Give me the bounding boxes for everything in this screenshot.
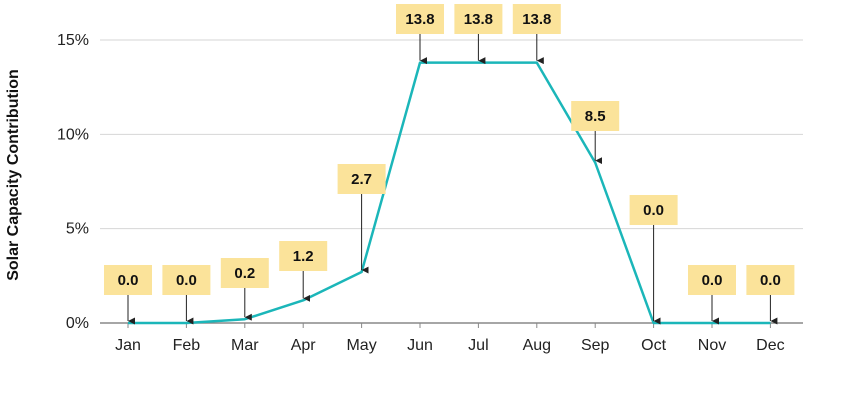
data-label-box (571, 101, 620, 131)
data-label: 0.0 (629, 195, 678, 325)
x-tick-label: May (346, 337, 376, 354)
data-label-box (629, 195, 678, 225)
y-tick-label: 15% (57, 32, 89, 49)
data-label-box (104, 265, 152, 295)
data-label-text: 1.2 (293, 248, 314, 265)
data-label-text: 0.0 (760, 272, 781, 289)
x-tick-label: Oct (641, 337, 666, 354)
data-label-box (162, 265, 211, 295)
y-tick-label: 5% (66, 221, 89, 238)
y-tick-label: 10% (57, 126, 89, 143)
x-tick-label: Jul (468, 337, 488, 354)
grid-lines (100, 39, 803, 230)
y-tick-label: 0% (66, 315, 89, 332)
x-tick-label: Mar (231, 337, 259, 354)
series-line (128, 61, 771, 325)
data-label-text: 0.2 (234, 265, 255, 282)
data-label: 13.8 (512, 4, 561, 65)
data-label: 0.2 (220, 258, 269, 321)
data-label-text: 0.0 (643, 202, 664, 219)
data-label-box (512, 4, 561, 34)
x-tick-labels: Jan Feb Mar Apr May Jun Jul Aug Sep Oct Nov Dec (115, 337, 785, 354)
data-label: 1.2 (279, 241, 328, 302)
data-label-text: 0.0 (176, 272, 197, 289)
data-label-text: 13.8 (464, 11, 493, 28)
x-tick-label: Jun (407, 337, 433, 354)
data-label: 0.0 (688, 265, 736, 325)
data-label-text: 0.0 (118, 272, 139, 289)
data-label-box (746, 265, 795, 295)
data-label: 0.0 (162, 265, 211, 325)
x-tick-label: Dec (756, 337, 784, 354)
data-label-box (279, 241, 328, 271)
data-labels: 0.0 0.0 0.2 1.2 2.7 13.8 13.8 13.8 8.5 0.0 0.0 0.0 (104, 4, 795, 325)
x-tick-label: Sep (581, 337, 610, 354)
x-tick-label: Aug (523, 337, 551, 354)
data-label: 2.7 (337, 164, 386, 274)
data-label-box (688, 265, 736, 295)
data-label-text: 0.0 (702, 272, 723, 289)
data-label-box (454, 4, 503, 34)
data-label: 8.5 (571, 101, 620, 165)
data-label-text: 2.7 (351, 171, 372, 188)
x-tick-label: Nov (698, 337, 726, 354)
data-label-text: 8.5 (585, 108, 606, 125)
data-label-text: 13.8 (405, 11, 434, 28)
data-label: 13.8 (396, 4, 444, 65)
data-label-box (396, 4, 444, 34)
y-tick-labels: 0% 5% 10% 15% (57, 32, 89, 332)
data-label-text: 13.8 (522, 11, 551, 28)
data-label: 13.8 (454, 4, 503, 65)
x-tick-label: Feb (173, 337, 201, 354)
series-line-layer (128, 61, 771, 325)
data-label: 0.0 (104, 265, 152, 325)
data-label-box (220, 258, 269, 288)
x-tick-label: Apr (291, 337, 317, 354)
data-label-box (337, 164, 386, 194)
x-tick-label: Jan (115, 337, 141, 354)
y-axis-label: Solar Capacity Contribution (5, 69, 22, 281)
data-label: 0.0 (746, 265, 795, 325)
